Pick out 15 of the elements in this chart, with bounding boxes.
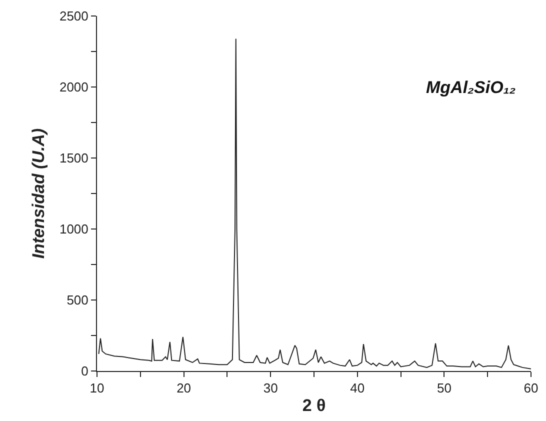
x-axis-title: 2 θ (302, 396, 326, 415)
x-tick-label: 30 (263, 380, 278, 396)
x-tick-label: 20 (176, 380, 192, 396)
x-tick-label: 40 (350, 380, 365, 396)
y-tick-label: 2000 (59, 80, 88, 95)
y-axis-title: Intensidad (U.A) (29, 128, 48, 259)
annotation: MgAl₂SiO₁₂ (426, 78, 516, 97)
y-tick-label: 2500 (59, 8, 88, 24)
y-tick-label: 1000 (59, 222, 88, 237)
y-tick-label: 0 (81, 364, 88, 379)
x-tick-label: 50 (436, 380, 452, 396)
x-tick-label: 60 (524, 380, 538, 396)
y-tick-label: 500 (66, 292, 88, 308)
x-tick-label: 10 (90, 380, 104, 396)
y-tick-label: 1500 (59, 150, 88, 166)
